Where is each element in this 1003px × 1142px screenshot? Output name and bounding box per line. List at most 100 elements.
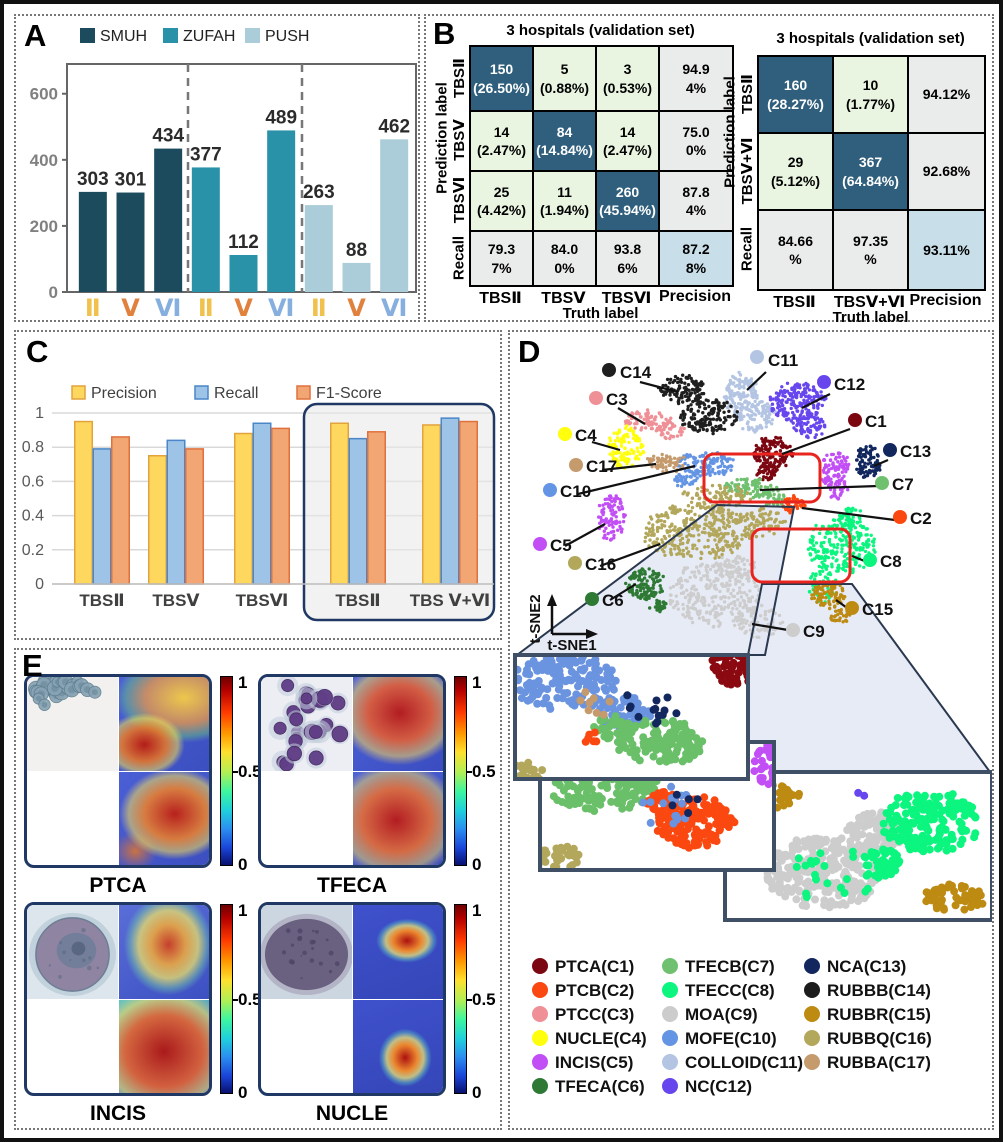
panel-letter-c: C (26, 334, 49, 369)
cluster-dot-C8 (863, 553, 877, 567)
colorbar-tick-mark (232, 771, 238, 773)
svg-text:Ⅴ: Ⅴ (234, 295, 253, 320)
matrix-cell: 5 (0.88%) (533, 46, 596, 111)
matrix-cell: 25 (4.42%) (470, 171, 533, 231)
matrix-col-label: Precision (658, 288, 732, 305)
colorbar-tick: 0.5 (238, 762, 262, 781)
heatmap-image (352, 999, 443, 1093)
panel-e-heatmaps: E 1 0.5 0 PTCA 1 0.5 0 TFECA 1 0.5 0 INCIS 1 0.5 0 NUCL… (14, 648, 502, 1130)
svg-text:C7: C7 (892, 475, 914, 494)
tsne-legend-item: MOFE(C10) (662, 1029, 777, 1048)
matrix-cell: 160 (28.27%) (758, 56, 833, 133)
bar (166, 439, 186, 585)
cell-image (27, 905, 118, 1094)
matrix-row-label: TBSⅡ (739, 73, 756, 114)
matrix-cell: 3 (0.53%) (596, 46, 659, 111)
cell-image (27, 677, 118, 866)
cluster-dot-C15 (845, 601, 859, 615)
cluster-C16 (643, 483, 787, 561)
bar (111, 436, 130, 585)
matrix-grid: 160 (28.27%) 10 (1.77%) 94.12% 29 (5.12%) 36… (757, 55, 986, 291)
tsne-legend-item: TFECB(C7) (662, 957, 775, 976)
subpanel-label: PTCA (89, 874, 147, 897)
colorbar-tick: 0.5 (238, 990, 262, 1009)
cluster-dot-C12 (817, 375, 831, 389)
matrix-cell: 97.35 % (833, 210, 908, 290)
heatmap-subpanel-incis (24, 902, 212, 1096)
cluster-dot-C1 (848, 413, 862, 427)
matrix-col-label: TBSⅡ (773, 294, 816, 311)
svg-text:Precision: Precision (91, 385, 157, 402)
tsne-legend-item: RUBBQ(C16) (804, 1029, 932, 1048)
bar (116, 192, 145, 292)
cluster-C4 (607, 424, 646, 470)
svg-text:TBSⅥ: TBSⅥ (236, 591, 289, 610)
svg-text:C11: C11 (768, 351, 798, 370)
matrix-cell: 367 (64.84%) (833, 133, 908, 210)
svg-text:TBS Ⅴ+Ⅵ: TBS Ⅴ+Ⅵ (410, 591, 491, 610)
svg-text:0: 0 (35, 576, 44, 593)
cluster-C6 (624, 567, 668, 614)
tsne-legend-item: MOA(C9) (662, 1005, 758, 1024)
tsne-legend-item: NUCLE(C4) (532, 1029, 647, 1048)
subpanel-label: TFECA (317, 874, 387, 897)
legend-swatch-PUSH (245, 28, 260, 43)
tsne-legend-item: NCA(C13) (804, 957, 906, 976)
matrix-cell: 84.0 0% (533, 231, 596, 286)
cluster-dot-C9 (786, 623, 800, 637)
heatmap-image (352, 771, 443, 865)
cluster-C17 (646, 452, 686, 474)
tsne-legend-item: RUBBA(C17) (804, 1053, 931, 1072)
svg-text:600: 600 (30, 85, 58, 104)
svg-text:SMUH: SMUH (100, 28, 147, 45)
svg-text:Recall: Recall (214, 385, 258, 402)
subpanel-label: INCIS (89, 1102, 146, 1125)
svg-text:ZUFAH: ZUFAH (183, 28, 235, 45)
svg-text:88: 88 (346, 240, 367, 261)
hospital-sample-bar-chart: SMUH ZUFAH PUSH 0 200 400 600 303 Ⅱ 301 Ⅴ 434 Ⅵ 377 Ⅱ 1… (30, 28, 417, 320)
svg-text:0.4: 0.4 (22, 508, 44, 525)
heatmap-subpanel-nucle (258, 902, 446, 1096)
cluster-dot-C7 (875, 476, 889, 490)
matrix-cell: 79.3 7% (470, 231, 533, 286)
svg-text:Ⅵ: Ⅵ (155, 295, 181, 320)
svg-text:489: 489 (265, 107, 297, 128)
cluster-C13 (855, 444, 882, 479)
panel-letter-a: A (24, 18, 47, 53)
legend-swatch-SMUH (80, 28, 95, 43)
bar (271, 427, 290, 585)
svg-text:t-SNE2: t-SNE2 (527, 594, 544, 643)
tsne-highlight-box (750, 527, 852, 584)
svg-text:Ⅵ: Ⅵ (268, 295, 294, 320)
truth-label: Truth label (832, 309, 909, 326)
svg-text:TBSⅡ: TBSⅡ (335, 591, 380, 610)
svg-text:C16: C16 (585, 555, 616, 574)
matrix-cell: 10 (1.77%) (833, 56, 908, 133)
cluster-dot-C5 (533, 537, 547, 551)
colorbar-tick: 0 (472, 1083, 482, 1102)
matrix-col-label: TBSⅥ (601, 290, 652, 307)
matrix-col-label: TBSⅡ (479, 290, 522, 307)
matrix-cell: 11 (1.94%) (533, 171, 596, 231)
matrix-cell: 87.2 8% (659, 231, 733, 286)
bar (229, 254, 258, 292)
svg-text:0: 0 (49, 283, 58, 302)
heatmap-image (118, 677, 209, 771)
gradcam-heatmap-grid: 1 0.5 0 PTCA 1 0.5 0 TFECA 1 0.5 0 INCIS 1 0.5 0 NUCLE (16, 650, 500, 1128)
svg-text:112: 112 (228, 232, 259, 253)
colorbar-tick-mark (466, 999, 472, 1001)
heatmap-image (118, 771, 209, 865)
svg-text:Ⅱ: Ⅱ (198, 295, 214, 320)
bar (78, 191, 107, 292)
bar (367, 431, 386, 585)
svg-text:377: 377 (190, 144, 222, 165)
svg-text:Ⅴ: Ⅴ (121, 295, 140, 320)
legend-swatch-ZUFAH (163, 28, 178, 43)
svg-text:0.6: 0.6 (22, 473, 44, 490)
cluster-C1 (752, 435, 796, 482)
svg-text:C2: C2 (910, 509, 932, 528)
cluster-dot-C14 (602, 363, 616, 377)
colorbar-tick: 0.5 (472, 762, 496, 781)
subpanel-label: NUCLE (315, 1102, 389, 1125)
